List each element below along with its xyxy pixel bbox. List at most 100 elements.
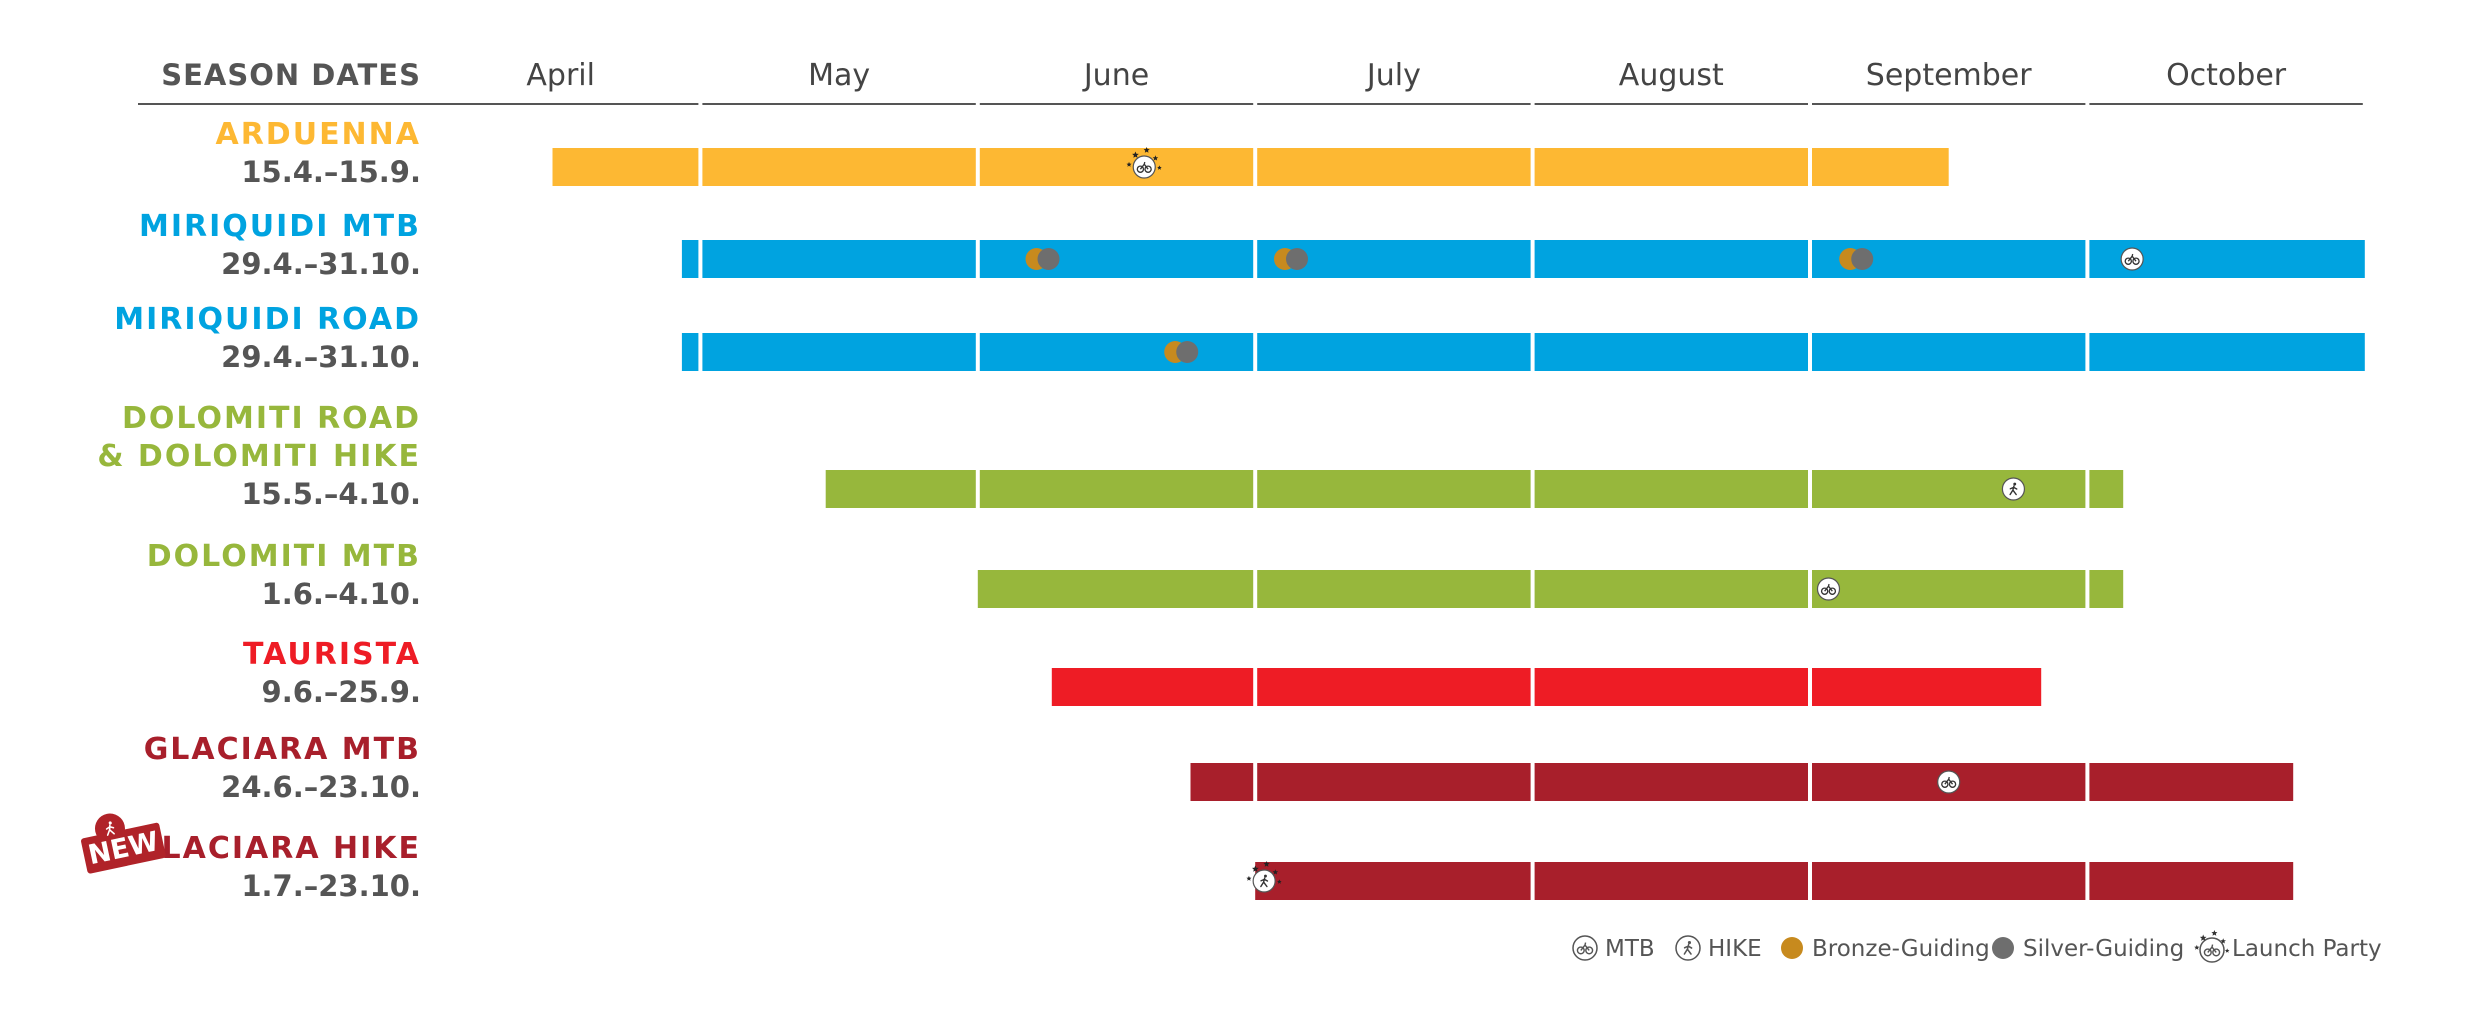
route-dates: 24.6.–23.10. xyxy=(221,770,421,804)
legend-label: HIKE xyxy=(1708,936,1762,962)
season-bar-segment xyxy=(977,570,1254,608)
new-badge: NEW xyxy=(81,813,166,874)
season-bar-segment xyxy=(1812,668,2042,706)
season-bar-segment xyxy=(1534,333,1808,371)
mtb-marker xyxy=(2120,247,2144,271)
mtb-icon xyxy=(1572,935,1598,961)
route-name: ARDUENNA xyxy=(215,117,421,152)
season-bar-segment xyxy=(1190,763,1254,801)
season-bar-segment xyxy=(1812,148,1949,186)
launch-party-icon xyxy=(2194,930,2230,963)
season-bar-segment xyxy=(1255,862,1531,900)
legend-label: Silver-Guiding xyxy=(2023,936,2184,962)
legend-label: MTB xyxy=(1605,936,1655,962)
season-bar-segment xyxy=(681,240,699,278)
guiding-marker xyxy=(1839,248,1874,270)
season-bar-segment xyxy=(2089,570,2124,608)
season-bar-segment xyxy=(979,470,1254,508)
month-label-june: June xyxy=(1082,58,1149,93)
season-bar-segment xyxy=(1257,668,1531,706)
season-bar-segment xyxy=(1534,240,1808,278)
season-bar-segment xyxy=(702,148,976,186)
route-name: GLACIARA MTB xyxy=(144,732,421,767)
legend-item: MTB xyxy=(1572,935,1655,962)
season-bar-segment xyxy=(1257,470,1531,508)
month-label-may: May xyxy=(808,58,870,93)
hike-marker xyxy=(2001,477,2026,501)
silver-dot-icon xyxy=(1992,937,2014,959)
season-bar-segment xyxy=(681,333,699,371)
legend-item: Bronze-Guiding xyxy=(1781,936,1990,962)
season-bar-segment xyxy=(1257,763,1531,801)
month-label-april: April xyxy=(526,58,595,93)
season-bar-segment xyxy=(1812,470,2086,508)
season-bar-segment xyxy=(979,240,1254,278)
season-bar-segment xyxy=(825,470,976,508)
route-name: & DOLOMITI HIKE xyxy=(97,439,421,474)
route-dates: 15.5.–4.10. xyxy=(241,477,421,511)
guiding-marker xyxy=(1273,248,1308,270)
season-bar-segment xyxy=(2089,763,2294,801)
season-bar-segment xyxy=(702,240,976,278)
season-bar-segment xyxy=(1534,148,1808,186)
season-bar-segment xyxy=(1812,862,2086,900)
season-bar-segment xyxy=(1257,148,1531,186)
legend-item: Silver-Guiding xyxy=(1992,936,2184,962)
season-bar-segment xyxy=(979,148,1254,186)
season-bar-segment xyxy=(1534,570,1808,608)
season-bar-segment xyxy=(979,333,1254,371)
route-name: MIRIQUIDI ROAD xyxy=(114,302,421,337)
season-bar-segment xyxy=(1812,333,2086,371)
launch-marker xyxy=(1126,147,1162,179)
guiding-marker xyxy=(1164,341,1199,363)
bronze-dot-icon xyxy=(1781,937,1803,959)
route-dates: 15.4.–15.9. xyxy=(241,155,421,189)
month-label-july: July xyxy=(1365,58,1421,93)
route-dates: 29.4.–31.10. xyxy=(221,340,421,374)
route-dates: 9.6.–25.9. xyxy=(262,675,421,709)
guiding-marker xyxy=(1025,248,1060,270)
route-name: GLACIARA HIKE xyxy=(135,831,421,866)
month-label-october: October xyxy=(2166,58,2287,93)
season-bar-segment xyxy=(1051,668,1254,706)
route-dates: 1.6.–4.10. xyxy=(262,577,421,611)
route-dates: 29.4.–31.10. xyxy=(221,247,421,281)
season-bar-segment xyxy=(1534,470,1808,508)
season-bar-segment xyxy=(1257,570,1531,608)
launch_hike-marker xyxy=(1246,861,1282,893)
season-bar-segment xyxy=(1534,763,1808,801)
route-name: MIRIQUIDI MTB xyxy=(139,209,421,244)
header-title: SEASON DATES xyxy=(161,58,421,92)
mtb-marker xyxy=(1937,770,1961,794)
season-bar-segment xyxy=(2089,862,2294,900)
month-label-august: August xyxy=(1619,58,1724,93)
route-name: TAURISTA xyxy=(243,637,421,672)
season-bar-segment xyxy=(1534,862,1808,900)
legend-label: Bronze-Guiding xyxy=(1812,936,1990,962)
season-bar-segment xyxy=(1257,333,1531,371)
legend-item: Launch Party xyxy=(2194,930,2382,963)
season-bar-segment xyxy=(1534,668,1808,706)
season-bar-segment xyxy=(702,333,976,371)
season-bar-segment xyxy=(1812,570,2086,608)
legend-item: HIKE xyxy=(1675,935,1762,962)
season-bar-segment xyxy=(2089,333,2365,371)
season-bar-segment xyxy=(2089,470,2124,508)
route-name: DOLOMITI ROAD xyxy=(122,401,421,436)
mtb-marker xyxy=(1816,577,1841,601)
legend-label: Launch Party xyxy=(2232,936,2382,962)
route-name: DOLOMITI MTB xyxy=(147,539,421,574)
season-bar-segment xyxy=(552,148,699,186)
hike-icon xyxy=(1675,935,1701,961)
route-dates: 1.7.–23.10. xyxy=(241,869,421,903)
month-label-september: September xyxy=(1866,58,2032,93)
